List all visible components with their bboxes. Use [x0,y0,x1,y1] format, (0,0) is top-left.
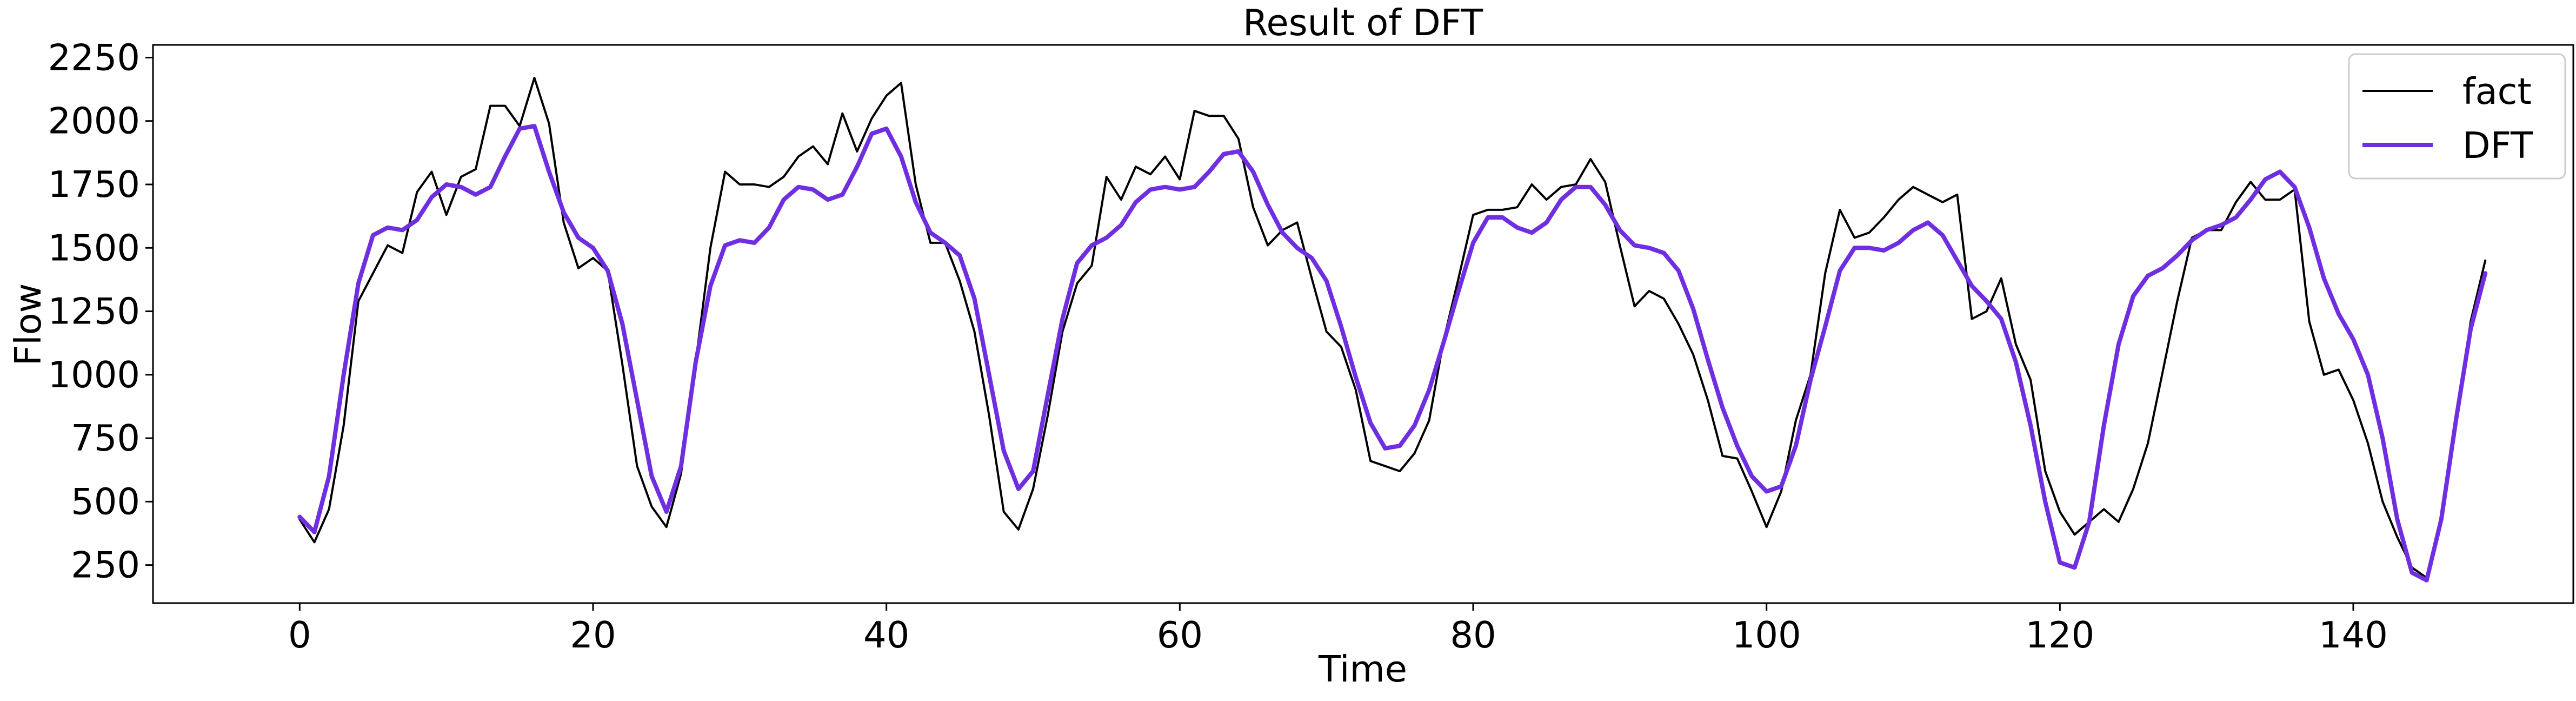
legend-label-fact: fact [2462,70,2532,113]
x-axis: 0 20 40 60 80 100 120 140 [288,603,2388,656]
y-tick-label: 1250 [48,290,140,333]
y-tick-label: 500 [71,480,140,523]
x-tick-label: 140 [2319,614,2388,656]
x-tick-label: 0 [288,614,311,656]
y-tick-label: 2250 [48,36,140,78]
legend: fact DFT [2348,53,2566,180]
x-tick-label: 100 [1732,614,1801,656]
plot-frame [152,44,2574,604]
series-line-fact [298,77,2487,579]
legend-box [2348,53,2566,180]
series-line-dft [297,124,2488,583]
plot-series [297,77,2488,583]
y-tick-label: 750 [71,417,140,459]
y-tick-label: 1000 [48,354,140,396]
x-tick-label: 20 [570,614,616,656]
x-axis-label: Time [1318,648,1407,690]
y-axis-label: Flow [7,283,49,366]
legend-label-dft: DFT [2462,124,2533,167]
y-tick-label: 2000 [48,100,140,142]
y-tick-label: 1500 [48,227,140,269]
x-tick-label: 40 [863,614,909,656]
x-tick-label: 80 [1450,614,1496,656]
x-tick-label: 120 [2025,614,2094,656]
y-axis: 250 500 750 1000 1250 1500 1750 2000 2250 [48,36,153,586]
y-tick-label: 250 [71,544,140,586]
x-tick-label: 60 [1157,614,1203,656]
chart-title: Result of DFT [1243,2,1483,44]
y-tick-label: 1750 [48,163,140,206]
